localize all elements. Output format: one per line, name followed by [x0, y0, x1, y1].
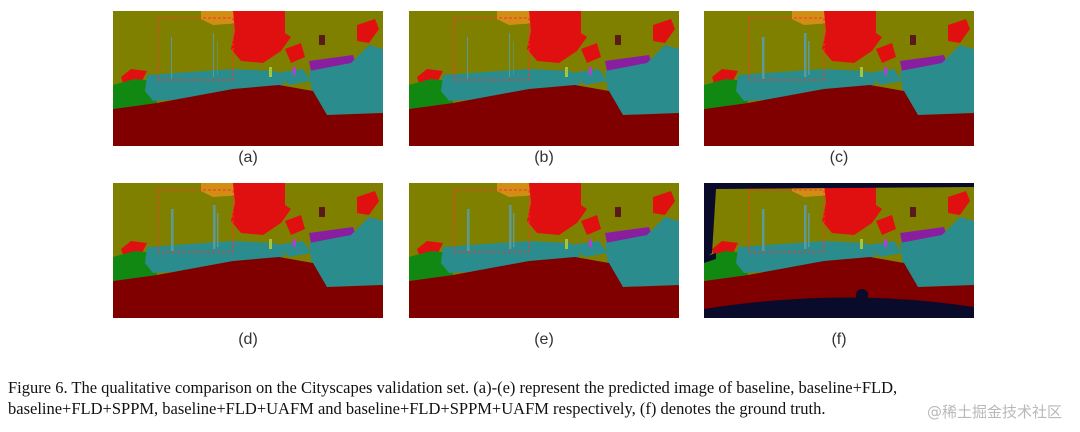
- panel-a: [113, 11, 383, 146]
- panel-d-label: (d): [238, 331, 258, 348]
- panel-d: [113, 183, 383, 318]
- panel-c: [704, 11, 974, 146]
- panel-e: [409, 183, 679, 318]
- panel-f-label: (f): [831, 331, 847, 348]
- panel-c-label: (c): [829, 149, 849, 166]
- panel-e-label: (e): [534, 331, 554, 348]
- figure-caption: Figure 6. The qualitative comparison on …: [8, 377, 1078, 419]
- caption-line-1: Figure 6. The qualitative comparison on …: [8, 378, 898, 397]
- panel-a-label: (a): [238, 149, 258, 166]
- caption-line-2: baseline+FLD+SPPM, baseline+FLD+UAFM and…: [8, 399, 826, 418]
- panel-b: [409, 11, 679, 146]
- panel-b-label: (b): [534, 149, 554, 166]
- panel-f: [704, 183, 974, 318]
- watermark: @稀土掘金技术社区: [926, 403, 1062, 421]
